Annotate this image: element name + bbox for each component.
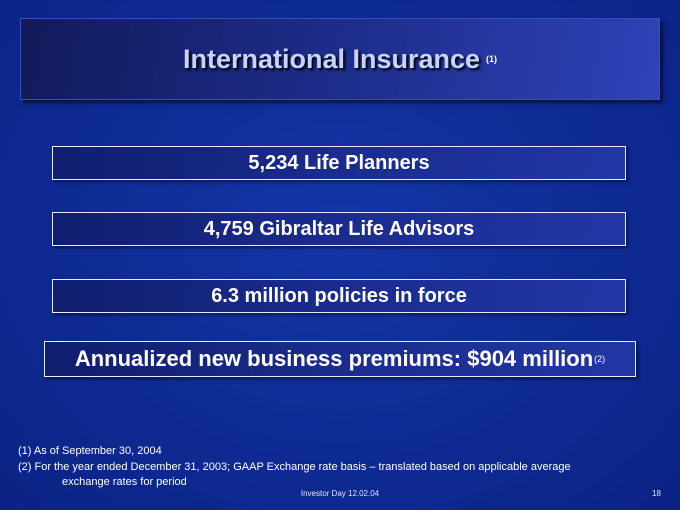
stat-note: (2) <box>594 354 606 364</box>
page-number: 18 <box>652 489 661 498</box>
footnote: exchange rates for period <box>62 476 187 488</box>
title-note: (1) <box>486 54 498 64</box>
footer-text: Investor Day 12.02.04 <box>300 489 380 498</box>
stat-box: Annualized new business premiums: $904 m… <box>44 341 636 377</box>
stat-text: 4,759 Gibraltar Life Advisors <box>203 217 475 240</box>
stat-box: 6.3 million policies in force <box>52 279 626 313</box>
stat-box: 4,759 Gibraltar Life Advisors <box>52 212 626 246</box>
title-banner: International Insurance (1) <box>20 18 660 100</box>
footnote: (2) For the year ended December 31, 2003… <box>18 461 571 473</box>
stat-text: 6.3 million policies in force <box>211 284 467 307</box>
stat-text: Annualized new business premiums: $904 m… <box>74 346 594 371</box>
stat-box: 5,234 Life Planners <box>52 146 626 180</box>
title: International Insurance <box>182 43 481 74</box>
footnote: (1) As of September 30, 2004 <box>18 445 162 457</box>
stat-text: 5,234 Life Planners <box>248 151 430 174</box>
